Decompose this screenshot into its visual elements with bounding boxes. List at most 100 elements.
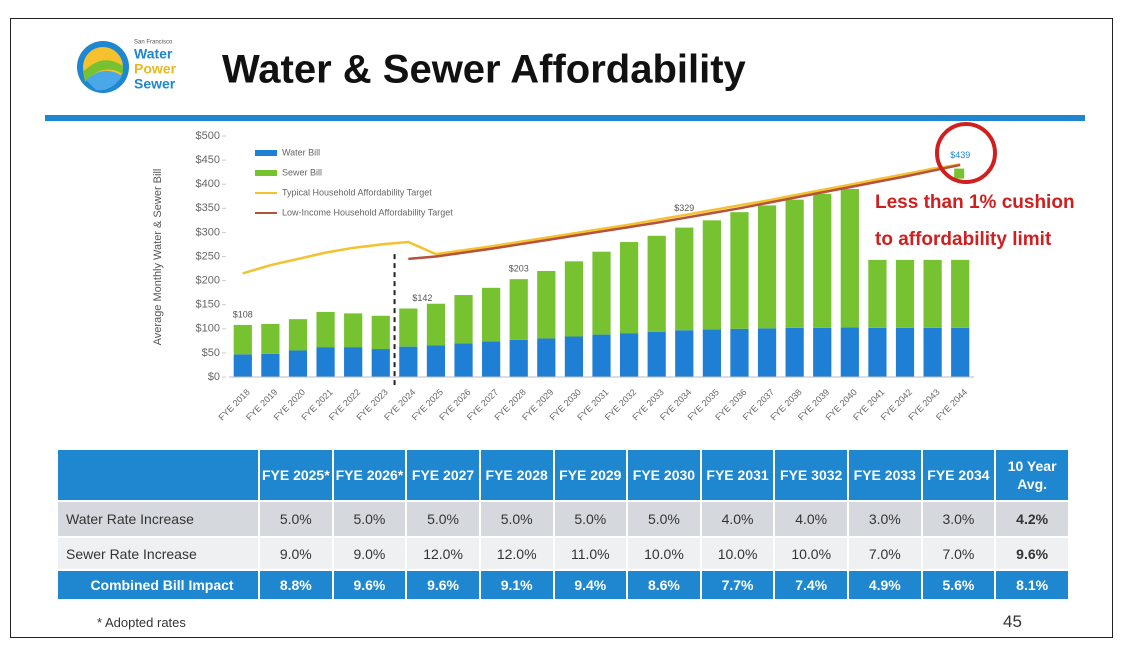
y-tick-label: $300 xyxy=(196,226,220,238)
bar-segment xyxy=(619,242,639,334)
bar-segment xyxy=(316,311,335,348)
cell: 10.0% xyxy=(626,536,702,571)
cell: 5.0% xyxy=(626,500,702,538)
cell: 8.6% xyxy=(626,569,702,601)
bar-segment xyxy=(647,235,666,332)
y-tick-label: $50 xyxy=(202,347,220,359)
cell: 9.0% xyxy=(258,536,334,571)
logo-text: Water xyxy=(134,46,173,62)
annotation: $108 xyxy=(233,309,253,319)
bar-segment xyxy=(399,308,418,347)
cell: 7.0% xyxy=(920,536,997,571)
cell: 9.6% xyxy=(405,569,481,601)
y-tick-label: $250 xyxy=(196,250,220,262)
bar-segment xyxy=(564,261,584,337)
cell: 5.6% xyxy=(920,569,997,601)
bar-segment xyxy=(399,346,418,377)
cell: 3.0% xyxy=(920,500,997,538)
bar-segment xyxy=(757,205,777,329)
legend-swatch xyxy=(255,170,277,176)
y-tick-label: $350 xyxy=(196,202,220,214)
annotation: $439 xyxy=(950,150,970,160)
bar-segment xyxy=(730,328,749,377)
bar-segment xyxy=(895,259,915,328)
header-cell: FYE 2026* xyxy=(331,448,408,502)
cell: 10.0% xyxy=(773,536,849,571)
header-cell: FYE 2025* xyxy=(258,448,334,502)
table-row: Combined Bill Impact 8.8% 9.6% 9.6% 9.1% 9.4%… xyxy=(56,569,1070,601)
row-label: Sewer Rate Increase xyxy=(56,536,260,571)
bar-segment xyxy=(702,220,721,330)
logo-text: Sewer xyxy=(134,76,176,92)
legend-label: Low-Income Household Affordability Targe… xyxy=(282,207,453,217)
bar-segment xyxy=(426,345,446,377)
bar-segment xyxy=(509,279,528,340)
bar-segment xyxy=(537,270,556,339)
cell: 9.6% xyxy=(331,569,408,601)
bar-segment xyxy=(509,339,528,377)
row-label: Combined Bill Impact xyxy=(56,569,260,601)
bar-segment xyxy=(840,189,859,328)
bar-segment xyxy=(702,329,721,377)
legend-label: Water Bill xyxy=(282,147,320,157)
bar-segment xyxy=(482,287,501,342)
cell: 5.0% xyxy=(405,500,481,538)
header-cell: FYE 2034 xyxy=(920,448,997,502)
cell: 11.0% xyxy=(552,536,629,571)
bar-segment xyxy=(813,193,832,328)
bar-segment xyxy=(895,327,915,377)
chart: San Francisco Water Power Sewer Water & … xyxy=(45,40,1085,422)
cell: 12.0% xyxy=(405,536,481,571)
bar-segment xyxy=(785,199,804,328)
row-label: Water Rate Increase xyxy=(56,500,260,538)
header-cell: 10 Year Avg. xyxy=(994,448,1070,502)
logo-text: Power xyxy=(134,61,177,77)
cell: 9.0% xyxy=(331,536,408,571)
annotation: $329 xyxy=(674,203,694,213)
bar-segment xyxy=(288,319,308,351)
target-line xyxy=(242,163,961,275)
bar-segment xyxy=(288,350,308,377)
table-row: Sewer Rate Increase 9.0% 9.0% 12.0% 12.0% 11.… xyxy=(56,536,1070,571)
bar-segment xyxy=(730,212,749,329)
cell: 5.0% xyxy=(331,500,408,538)
bar-segment xyxy=(261,353,280,377)
legend-swatch xyxy=(255,150,277,156)
header-cell xyxy=(56,448,260,502)
cell: 4.9% xyxy=(847,569,923,601)
bar-segment xyxy=(537,338,556,377)
bar-segment xyxy=(675,227,694,331)
bar-segment xyxy=(813,327,832,377)
y-tick-label: $200 xyxy=(196,275,220,287)
logo-wave xyxy=(86,70,122,91)
bar-segment xyxy=(840,327,859,377)
bar-segment xyxy=(785,327,804,377)
header-cell: FYE 2027 xyxy=(405,448,481,502)
y-axis-title: Average Monthly Water & Sewer Bill xyxy=(152,169,164,346)
bar-segment xyxy=(868,259,887,328)
bar-segment xyxy=(371,349,390,377)
cell: 5.0% xyxy=(552,500,629,538)
cell: 7.7% xyxy=(699,569,776,601)
bar-segment xyxy=(675,330,694,377)
y-tick-label: $500 xyxy=(196,130,220,142)
bar-segment xyxy=(233,324,252,355)
bar-segment xyxy=(564,336,584,377)
footnote: * Adopted rates xyxy=(97,615,186,630)
y-tick-label: $100 xyxy=(196,323,220,335)
header-cell: FYE 2031 xyxy=(699,448,776,502)
callout-text: to affordability limit xyxy=(875,229,1052,250)
marker xyxy=(954,168,965,179)
y-tick-label: $150 xyxy=(196,299,220,311)
cell: 10.0% xyxy=(699,536,776,571)
header-cell: FYE 3032 xyxy=(773,448,849,502)
cell: 8.1% xyxy=(994,569,1070,601)
bar-segment xyxy=(619,333,639,377)
bar-segment xyxy=(592,251,611,335)
legend-label: Typical Household Affordability Target xyxy=(282,187,432,197)
annotation: $142 xyxy=(412,293,432,303)
cell: 9.4% xyxy=(552,569,629,601)
slide-title: Water & Sewer Affordability xyxy=(222,48,747,92)
cell: 4.0% xyxy=(773,500,849,538)
